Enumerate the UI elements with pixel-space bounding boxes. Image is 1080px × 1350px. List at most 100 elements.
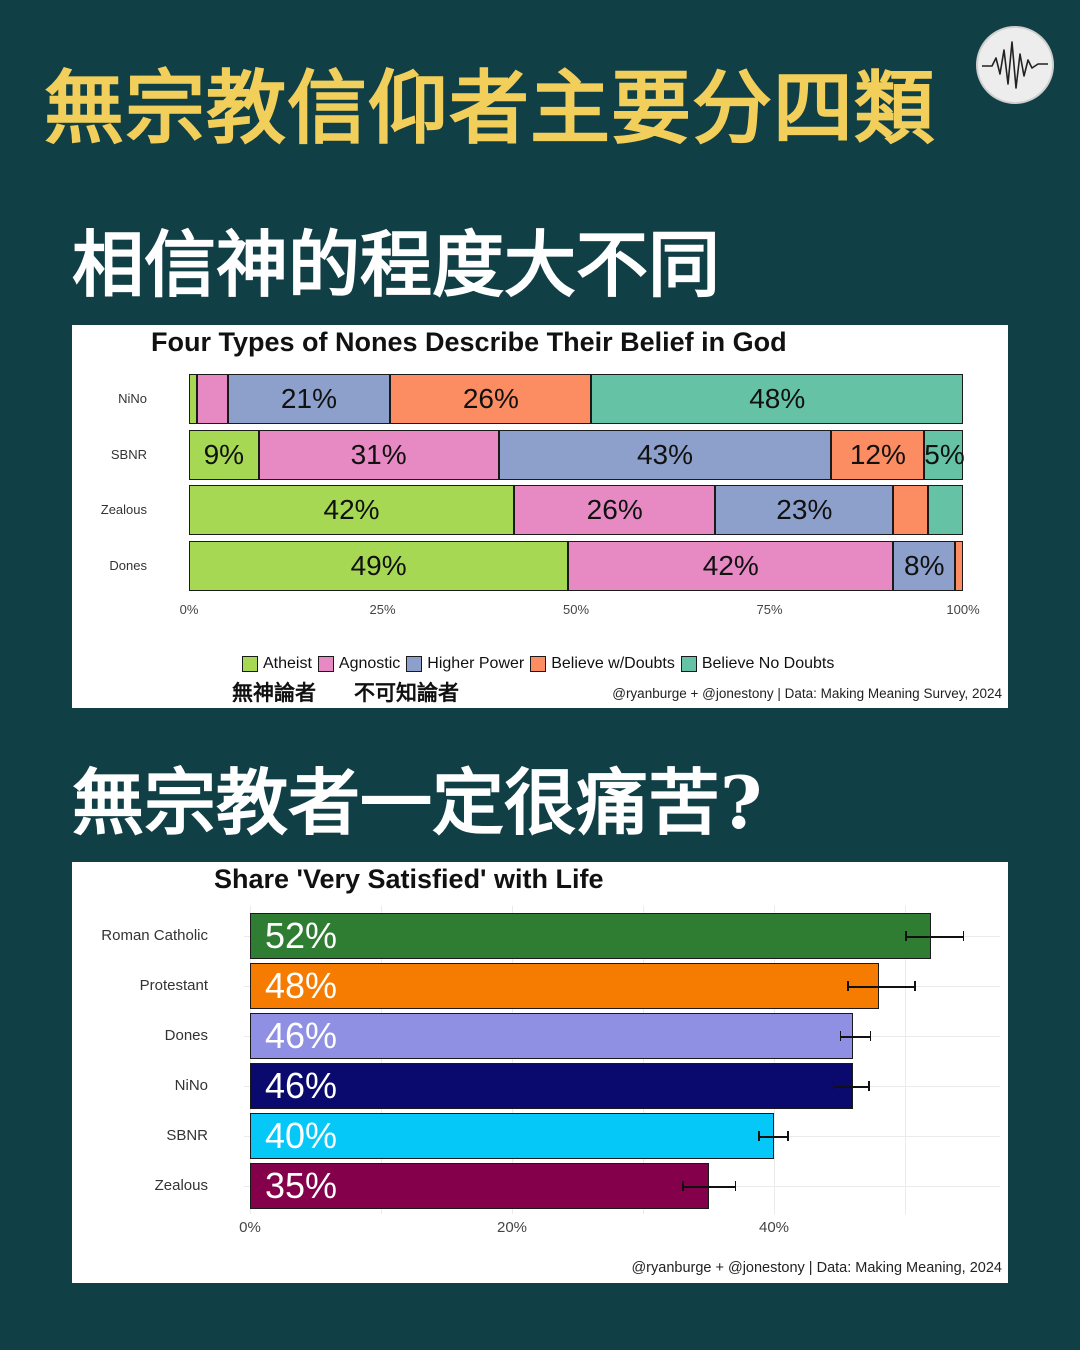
bar-segment-sbnr-atheist — [189, 429, 259, 480]
error-bar — [758, 1136, 788, 1138]
row-label-sbnr: SBNR — [110, 446, 147, 462]
bar-segment-dones-atheist — [189, 541, 569, 592]
row-label-dones: Dones — [109, 558, 147, 574]
bar-dones — [250, 1013, 853, 1059]
data-label: 48% — [265, 965, 338, 1006]
legend-note-agnostic: 不可知論者 — [354, 680, 459, 705]
legend-item-agnostic: Agnostic — [317, 655, 401, 673]
data-label: 35% — [265, 1165, 338, 1206]
legend-swatch — [317, 656, 334, 672]
error-bar-cap — [905, 931, 907, 941]
chart-title: Four Types of Nones Describe Their Belie… — [151, 327, 787, 357]
legend-swatch — [680, 656, 697, 672]
satisfaction-chart-panel: Share 'Very Satisfied' with Life Roman C… — [72, 862, 1008, 1283]
bar-segment-zealous-believe-w-doubts — [893, 485, 929, 536]
legend-label: Atheist — [263, 655, 312, 672]
x-tick-label: 0% — [239, 1219, 261, 1236]
bar-segment-dones-higher-power — [893, 541, 956, 592]
bar-protestant — [250, 963, 879, 1009]
data-label: 21% — [280, 383, 337, 414]
data-label: 43% — [636, 438, 694, 470]
error-bar-cap — [758, 1131, 760, 1141]
data-label: 31% — [350, 438, 407, 470]
chart-credit: @ryanburge + @jonestony | Data: Making M… — [631, 1260, 1002, 1276]
bar-segment-nino-believe-w-doubts — [390, 374, 592, 424]
bar-segment-nino-atheist — [189, 374, 197, 424]
bar-segment-nino-agnostic — [196, 374, 228, 424]
row-label-zealous: Zealous — [154, 1177, 208, 1194]
error-bar-cap — [869, 1031, 872, 1041]
bar-segment-sbnr-believe-w-doubts — [831, 429, 925, 480]
bar-sbnr — [250, 1113, 774, 1159]
data-label: 23% — [776, 494, 833, 526]
bar-segment-dones-agnostic — [568, 541, 894, 592]
bar-segment-zealous-higher-power — [715, 485, 894, 536]
bar-segment-dones-believe-w-doubts — [955, 541, 963, 592]
legend-swatch — [530, 656, 547, 672]
data-label: 5% — [924, 438, 965, 470]
row-label-nino: NiNo — [174, 1077, 208, 1094]
error-bar-cap — [868, 1081, 870, 1091]
error-bar-cap — [832, 1081, 835, 1091]
data-label: 42% — [323, 494, 380, 526]
gridline-vertical — [512, 906, 513, 1214]
data-label: 12% — [849, 438, 906, 470]
error-bar-cap — [682, 1181, 684, 1191]
error-bar — [847, 986, 915, 988]
error-bar-cap — [962, 931, 965, 941]
error-bar-cap — [847, 981, 849, 991]
error-bar — [905, 936, 963, 938]
bar-nino — [250, 1063, 853, 1109]
chart-legend: Atheist Agnostic Higher Power Believe w/Dou… — [242, 655, 840, 677]
bar-segment-zealous-agnostic — [514, 485, 716, 536]
gridline-vertical — [905, 906, 906, 1214]
error-bar — [839, 1036, 870, 1038]
x-tick-label: 40% — [758, 1219, 790, 1236]
bar-segment-zealous-atheist — [189, 485, 515, 536]
error-bar-cap — [839, 1031, 841, 1041]
bar-zealous — [250, 1163, 709, 1209]
bar-segment-zealous-believe-no-doubts — [928, 485, 963, 536]
legend-label: Agnostic — [338, 655, 401, 672]
data-label: 8% — [904, 550, 945, 582]
data-label: 49% — [350, 550, 407, 582]
gridline-vertical — [643, 906, 644, 1214]
chart-credit: @ryanburge + @jonestony | Data: Making M… — [612, 686, 1002, 701]
error-bar-cap — [734, 1181, 737, 1191]
x-tick-label: 100% — [946, 602, 980, 617]
bar-segment-sbnr-believe-no-doubts — [924, 429, 963, 480]
belief-chart-panel: Four Types of Nones Describe Their Belie… — [72, 325, 1008, 708]
page-title: 無宗教信仰者主要分四類 — [44, 61, 935, 155]
error-bar-cap — [914, 981, 916, 991]
section-heading-satisfaction: 無宗教者一定很痛苦? — [72, 760, 763, 845]
legend-item-higher-power: Higher Power — [406, 655, 524, 673]
legend-swatch — [242, 656, 258, 672]
error-bar — [832, 1086, 869, 1088]
bar-segment-nino-higher-power — [227, 374, 391, 424]
x-tick-label: 75% — [756, 602, 783, 617]
bar-segment-nino-believe-no-doubts — [591, 374, 963, 424]
gridline-vertical — [381, 906, 382, 1214]
bar-segment-sbnr-higher-power — [498, 429, 832, 480]
data-label: 46% — [265, 1015, 338, 1056]
data-label: 26% — [586, 494, 643, 526]
section-heading-belief: 相信神的程度大不同 — [72, 222, 721, 307]
legend-item-believe-w-doubts: Believe w/Doubts — [530, 655, 675, 673]
x-tick-label: 50% — [562, 602, 590, 617]
heartbeat-waveform-icon — [976, 26, 1054, 104]
row-label-dones: Dones — [164, 1027, 208, 1044]
bar-roman-catholic — [250, 913, 932, 959]
x-tick-label: 0% — [179, 602, 199, 617]
data-label: 52% — [265, 915, 338, 956]
legend-item-believe-no-doubts: Believe No Doubts — [680, 655, 834, 673]
data-label: 48% — [749, 383, 806, 414]
legend-label: Believe w/Doubts — [551, 655, 675, 672]
data-label: 9% — [203, 438, 245, 470]
chart-title: Share 'Very Satisfied' with Life — [214, 864, 604, 894]
row-label-nino: NiNo — [118, 391, 147, 406]
error-bar-cap — [787, 1131, 789, 1141]
data-label: 46% — [265, 1065, 338, 1106]
x-tick-label: 20% — [496, 1219, 528, 1236]
row-label-zealous: Zealous — [100, 502, 147, 518]
legend-note-atheist: 無神論者 — [232, 680, 316, 705]
